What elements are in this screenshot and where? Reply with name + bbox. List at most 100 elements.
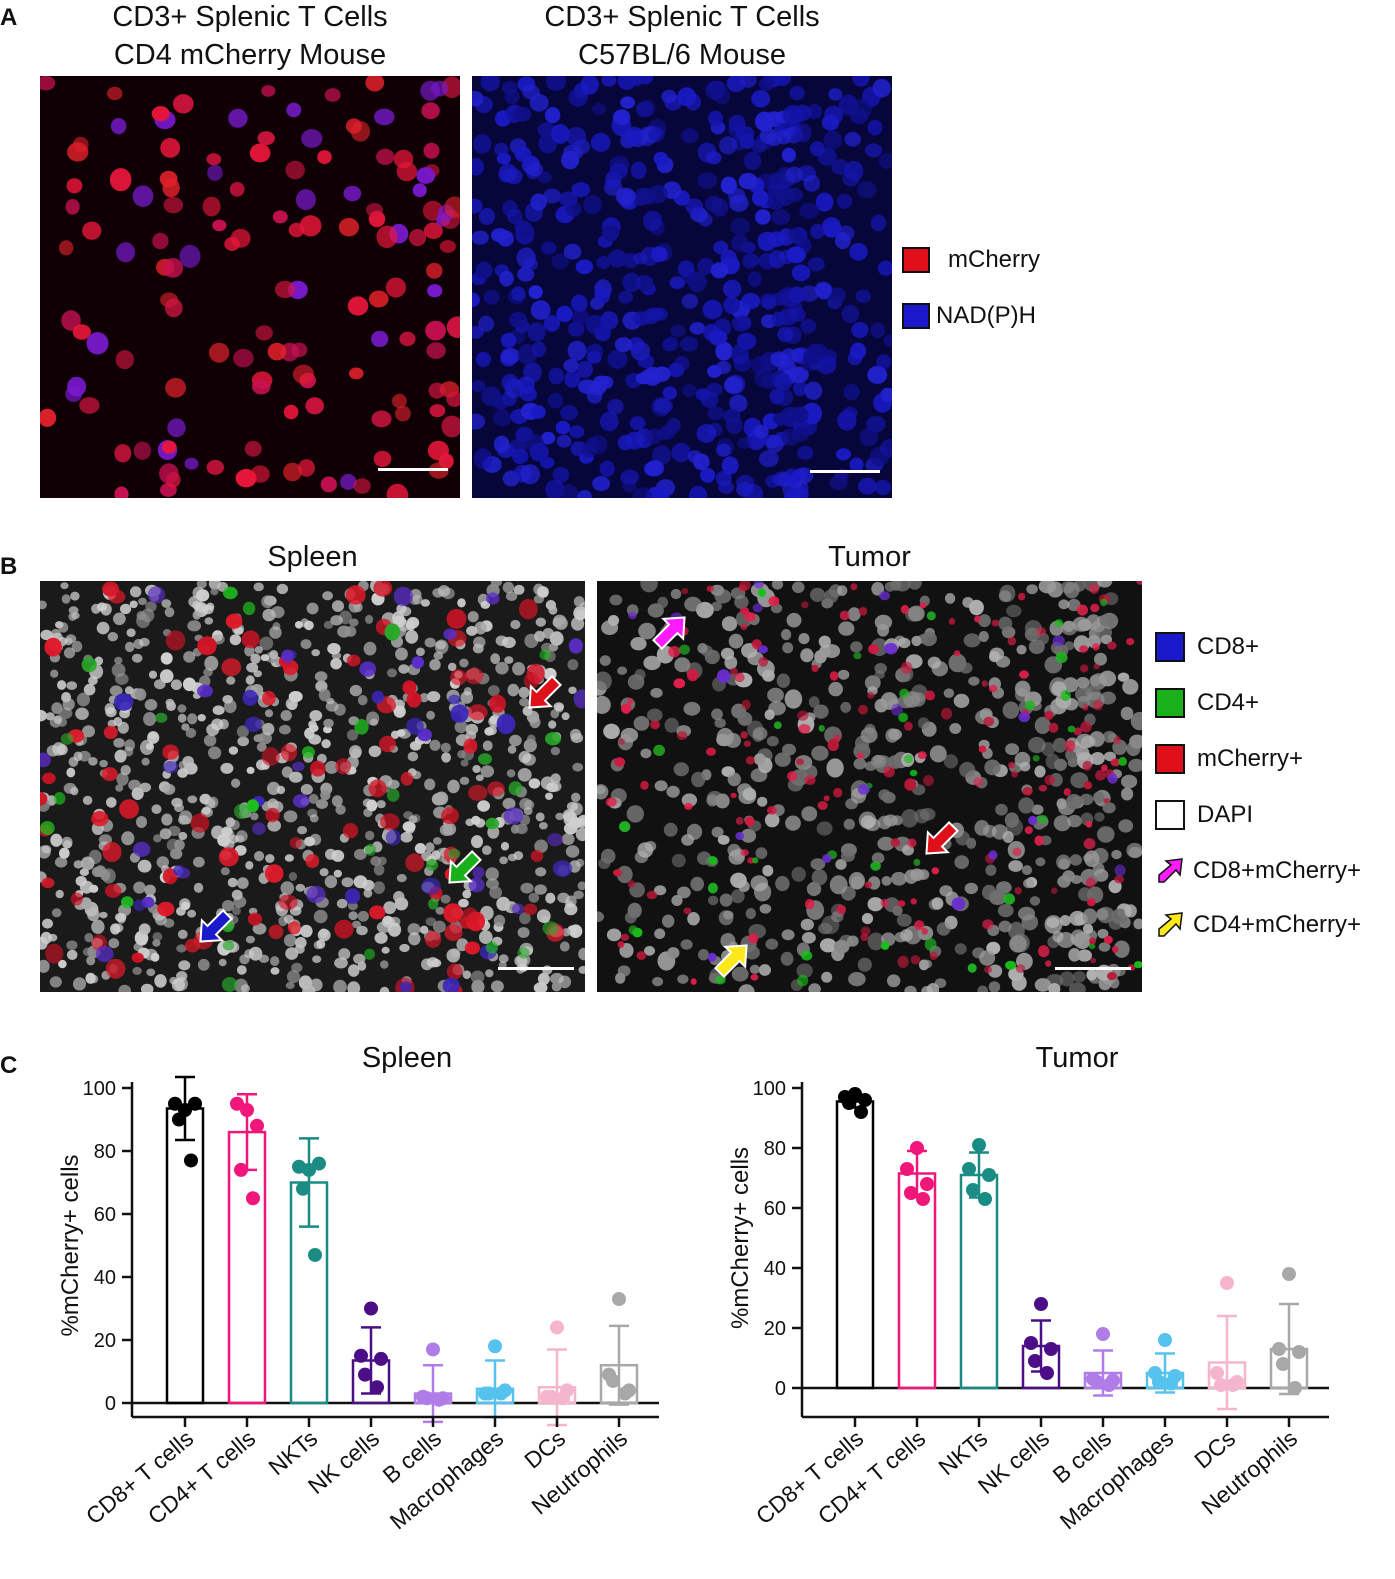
cell bbox=[1118, 756, 1127, 766]
cell bbox=[179, 898, 191, 910]
bar bbox=[897, 1172, 937, 1390]
cell bbox=[981, 680, 988, 687]
cell bbox=[628, 612, 637, 620]
cell bbox=[1080, 664, 1089, 673]
cell bbox=[117, 914, 126, 924]
cell bbox=[224, 699, 237, 714]
cell bbox=[546, 76, 566, 91]
cell bbox=[1053, 815, 1071, 832]
cell bbox=[904, 721, 913, 731]
cell bbox=[887, 755, 903, 769]
cell bbox=[67, 376, 87, 397]
cell bbox=[729, 394, 748, 413]
cell bbox=[157, 901, 175, 917]
cell bbox=[140, 983, 154, 992]
cell bbox=[904, 985, 917, 992]
cell bbox=[714, 718, 726, 728]
cell bbox=[877, 836, 895, 851]
cell bbox=[540, 916, 550, 924]
cell bbox=[590, 133, 611, 152]
cell bbox=[729, 194, 749, 212]
bar-group bbox=[1083, 1327, 1123, 1397]
cell bbox=[471, 815, 481, 825]
cell bbox=[379, 813, 400, 831]
cell bbox=[864, 881, 872, 889]
cell bbox=[228, 108, 248, 128]
cell bbox=[575, 609, 585, 621]
cell bbox=[1064, 581, 1080, 599]
cell bbox=[545, 792, 553, 800]
y-tick-label: 0 bbox=[775, 1378, 786, 1400]
cell bbox=[563, 243, 582, 260]
data-point bbox=[488, 1339, 502, 1354]
cell bbox=[801, 806, 818, 822]
cell bbox=[1068, 948, 1081, 962]
cell bbox=[626, 805, 644, 823]
cell bbox=[162, 744, 179, 760]
cell bbox=[636, 951, 647, 960]
cell bbox=[1028, 815, 1038, 825]
cell bbox=[441, 752, 451, 763]
cell bbox=[1007, 761, 1015, 769]
cell bbox=[71, 612, 80, 620]
cell bbox=[343, 185, 362, 202]
cell bbox=[163, 196, 184, 214]
cell bbox=[988, 981, 1001, 992]
cell bbox=[396, 874, 407, 883]
cell bbox=[150, 952, 160, 962]
cell bbox=[758, 964, 771, 976]
micrograph-mcherry-cells bbox=[40, 76, 460, 498]
cell bbox=[433, 837, 442, 845]
cell bbox=[487, 685, 500, 697]
cell bbox=[357, 910, 369, 922]
cell bbox=[767, 687, 784, 703]
cell bbox=[426, 691, 441, 703]
cell bbox=[691, 771, 706, 788]
cell bbox=[638, 99, 656, 117]
cell bbox=[392, 393, 407, 409]
cell bbox=[944, 593, 956, 604]
cell bbox=[160, 652, 173, 665]
cell bbox=[40, 821, 55, 835]
cell bbox=[607, 349, 628, 369]
cell bbox=[707, 882, 718, 894]
y-tick-label: 40 bbox=[94, 1267, 116, 1289]
cell bbox=[310, 760, 326, 777]
cell bbox=[755, 209, 771, 225]
data-point bbox=[1226, 1378, 1240, 1392]
cell bbox=[653, 151, 668, 166]
cell bbox=[472, 765, 481, 773]
cell bbox=[159, 669, 174, 683]
cell bbox=[921, 959, 933, 969]
cell bbox=[103, 725, 118, 739]
cell bbox=[850, 641, 863, 653]
arrow-icon-shape bbox=[714, 944, 748, 978]
cell bbox=[619, 821, 631, 833]
cell bbox=[156, 856, 169, 869]
cell bbox=[262, 608, 276, 622]
cell bbox=[740, 731, 748, 739]
cell bbox=[761, 296, 777, 310]
cell bbox=[671, 895, 683, 906]
cell bbox=[318, 688, 331, 702]
cell bbox=[570, 732, 584, 744]
cell bbox=[710, 584, 725, 596]
cell bbox=[571, 308, 590, 326]
cell bbox=[844, 160, 864, 182]
cell bbox=[520, 882, 534, 894]
cell bbox=[1005, 743, 1020, 756]
cell bbox=[283, 810, 298, 823]
cell bbox=[159, 828, 172, 840]
cell bbox=[823, 795, 830, 802]
cell bbox=[1075, 733, 1094, 749]
cell bbox=[399, 331, 416, 347]
cell bbox=[66, 178, 83, 194]
cell bbox=[407, 751, 419, 762]
cell bbox=[91, 919, 105, 934]
cell bbox=[689, 322, 706, 335]
cell bbox=[897, 900, 906, 907]
cell bbox=[939, 885, 953, 897]
cell bbox=[1111, 849, 1122, 860]
cell bbox=[857, 957, 872, 972]
cell bbox=[1019, 761, 1031, 772]
